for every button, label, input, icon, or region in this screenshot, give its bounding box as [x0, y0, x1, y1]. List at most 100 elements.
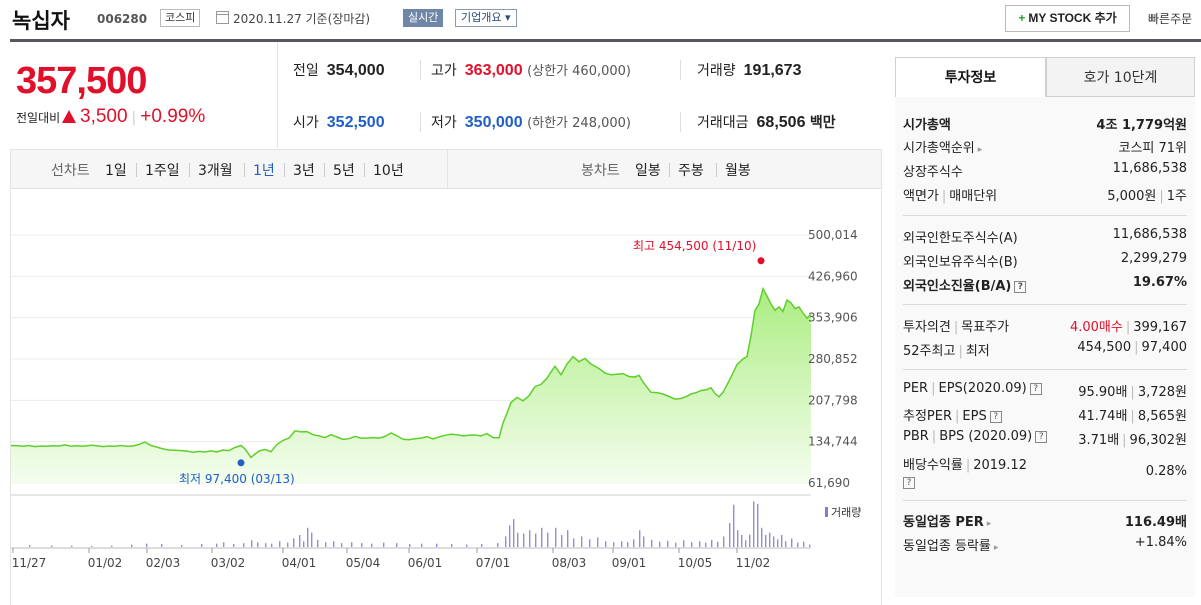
min-label: 최저 97,400 (03/13): [179, 472, 295, 486]
tab-weekly-candle[interactable]: 주봉: [678, 163, 704, 179]
volume-bar: [436, 543, 438, 547]
volume-bar: [223, 542, 225, 547]
help-icon[interactable]: ?: [1035, 431, 1048, 443]
tab-3m[interactable]: 3개월: [198, 163, 233, 179]
max-label: 최고 454,500 (11/10): [633, 239, 756, 253]
volume-bar: [639, 530, 641, 547]
volume-bar: [111, 545, 113, 547]
volume-bar: [513, 519, 515, 547]
x-tick-label: 05/04: [346, 556, 381, 570]
volume-bar: [613, 542, 615, 547]
volume-bar: [753, 501, 755, 547]
volume-bar: [181, 545, 183, 547]
quick-order-link[interactable]: 빠른주문: [1148, 12, 1193, 26]
volume-bar: [271, 543, 273, 547]
max-marker: [757, 257, 765, 265]
volume-bar: [729, 523, 731, 547]
volume-bar: [71, 545, 73, 547]
x-tick-label: 02/03: [146, 556, 181, 570]
x-tick-label: 11/27: [12, 556, 47, 570]
volume-bar: [605, 541, 607, 547]
help-icon[interactable]: ?: [1014, 281, 1027, 293]
tab-1d[interactable]: 1일: [105, 163, 127, 179]
volume-bar: [711, 539, 713, 547]
current-price: 357,500: [16, 60, 147, 102]
volume-bar: [29, 545, 31, 547]
current-price-box: 357,500 전일대비 3,500 | +0.99%: [10, 42, 278, 148]
tab-10y[interactable]: 10년: [373, 163, 404, 179]
sector-change-row[interactable]: 동일업종 등락률 ▸ +1.84%: [903, 535, 1187, 554]
help-icon[interactable]: ?: [1029, 383, 1042, 395]
sector-per-row[interactable]: 동일업종 PER ▸ 116.49배: [903, 515, 1187, 530]
volume-bar: [561, 535, 563, 547]
x-tick-label: 09/01: [612, 556, 647, 570]
price-chart: 500,014 426,960 353,906 280,852 207,798 134,7…: [11, 228, 861, 570]
volume-bar: [421, 543, 423, 547]
company-overview-dropdown[interactable]: 기업개요 ▾: [455, 9, 517, 27]
help-icon[interactable]: ?: [903, 477, 915, 489]
volume-bar: [333, 541, 335, 547]
min-marker: [237, 459, 245, 467]
volume-bar: [667, 540, 669, 547]
volume-bar: [737, 530, 739, 547]
listed-shares-row: 상장주식수 11,686,538: [903, 161, 1187, 180]
volume-bar: [91, 546, 93, 547]
volume-bar: [699, 541, 701, 547]
volume-bar: [683, 540, 685, 547]
volume-bar: [341, 543, 343, 547]
volume-bar: [777, 539, 779, 547]
volume-bar: [535, 533, 537, 547]
volume-bar: [761, 527, 763, 547]
chart-period-tabs: 선차트 1일 1주일 3개월 1년 3년 5년 10년 봉차트 일봉 주봉 월봉: [10, 149, 882, 189]
x-tick-label: 07/01: [476, 556, 511, 570]
tab-5y[interactable]: 5년: [333, 163, 355, 179]
change-label: 전일대비: [16, 111, 61, 125]
up-triangle-icon: [62, 110, 77, 123]
volume-bar: [581, 536, 583, 547]
add-my-stock-button[interactable]: + MY STOCK 추가: [1005, 5, 1130, 32]
volume-bar: [573, 538, 575, 547]
x-tick-label: 06/01: [408, 556, 443, 570]
realtime-button[interactable]: 실시간: [403, 9, 444, 27]
volume-bar: [517, 532, 519, 547]
add-my-stock-label: MY STOCK 추가: [1028, 11, 1117, 25]
volume-bar: [371, 543, 373, 547]
volume-bar: [547, 532, 549, 547]
volume-bar: [325, 542, 327, 547]
volume-bar: [651, 539, 653, 547]
volume-bar: [131, 544, 133, 547]
chevron-right-icon: ▸: [993, 543, 999, 553]
tab-investment-info[interactable]: 투자정보: [895, 57, 1046, 97]
volume-bar: [311, 532, 313, 547]
tab-3y[interactable]: 3년: [293, 163, 315, 179]
line-chart-label: 선차트: [51, 163, 90, 179]
volume: 거래량 191,673: [697, 62, 802, 79]
volume-bar: [741, 535, 743, 547]
change-value: 3,500: [80, 106, 128, 127]
volume-bar: [809, 544, 811, 547]
y-tick-label: 353,906: [808, 311, 858, 325]
volume-bar: [621, 541, 623, 547]
per-eps-row: PER | EPS(2020.09)? 95.90배 | 3,728원: [903, 381, 1187, 400]
tab-order-book-10[interactable]: 호가 10단계: [1046, 57, 1195, 97]
open-price: 시가 352,500: [293, 114, 385, 131]
x-tick-label: 10/05: [678, 556, 713, 570]
volume-legend: 거래량: [831, 506, 861, 519]
volume-bar: [627, 542, 629, 547]
tab-1y[interactable]: 1년: [253, 163, 275, 179]
tab-daily-candle[interactable]: 일봉: [635, 163, 661, 179]
y-tick-label: 207,798: [808, 393, 858, 407]
tab-monthly-candle[interactable]: 월봉: [725, 163, 751, 179]
stock-code: 006280: [97, 12, 148, 26]
tab-1w[interactable]: 1주일: [145, 163, 180, 179]
foreign-hold-row: 외국인보유주식수(B) 2,299,279: [903, 251, 1187, 270]
volume-legend-swatch: [825, 507, 828, 517]
cap-rank-row[interactable]: 시가총액순위 ▸ 코스피 71위: [903, 141, 1187, 156]
volume-bar: [505, 536, 507, 547]
volume-bar: [659, 541, 661, 547]
volume-bar: [749, 534, 751, 547]
help-icon[interactable]: ?: [989, 411, 1002, 423]
volume-bar: [675, 542, 677, 547]
volume-bar: [317, 539, 319, 547]
volume-bar: [161, 544, 163, 547]
